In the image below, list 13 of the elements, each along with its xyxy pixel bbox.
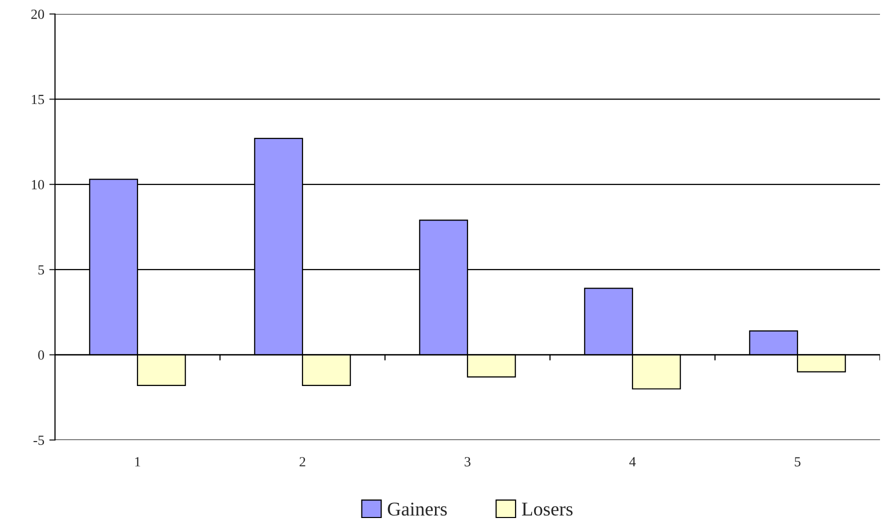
y-tick-label: -5: [34, 436, 44, 445]
x-tick-label: 3: [464, 457, 470, 466]
y-tick-label: 5: [38, 265, 44, 275]
x-tick-label: 5: [794, 457, 800, 466]
y-tick-label: 20: [31, 10, 44, 19]
x-tick-label: 2: [300, 457, 306, 466]
y-tick-label: 0: [38, 350, 44, 360]
legend-label: Losers: [522, 502, 573, 516]
x-tick-label: 1: [135, 457, 140, 466]
legend-label: Gainers: [388, 502, 447, 516]
x-tick-label: 4: [629, 457, 636, 466]
y-tick-label: 15: [32, 94, 44, 104]
y-tick-label: 10: [32, 180, 44, 190]
